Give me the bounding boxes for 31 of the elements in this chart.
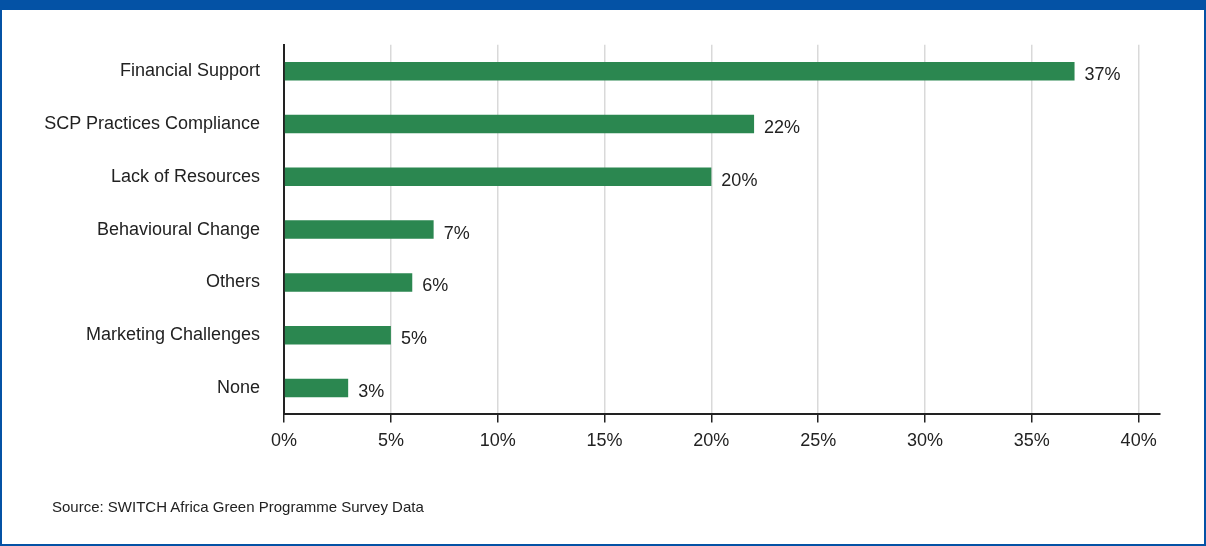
data-label: 7% [443, 222, 470, 243]
x-tick-label: 15% [586, 430, 623, 451]
x-tick-label: 35% [1013, 430, 1050, 451]
y-tick-label: None [217, 376, 261, 397]
x-tick-label: 20% [693, 430, 730, 451]
bar [284, 273, 413, 292]
x-tick-label: 10% [479, 430, 516, 451]
bar [284, 378, 349, 398]
x-tick-label: 40% [1120, 430, 1157, 451]
bar [284, 167, 712, 187]
y-tick-label: Lack of Resources [111, 165, 261, 186]
x-tick-label: 5% [377, 430, 404, 451]
bar [284, 325, 391, 345]
data-label: 37% [1084, 64, 1121, 85]
bar [284, 61, 1075, 81]
y-tick-label: Marketing Challenges [85, 324, 261, 345]
y-tick-label: Others [206, 271, 261, 292]
data-label: 6% [422, 275, 449, 296]
y-tick-label: Financial Support [119, 60, 261, 81]
y-tick-label: SCP Practices Compliance [44, 112, 261, 133]
data-label: 22% [764, 116, 801, 137]
x-tick-label: 0% [271, 430, 298, 451]
y-tick-label: Behavioural Change [96, 218, 261, 239]
data-label: 3% [358, 380, 385, 401]
bar [284, 220, 434, 239]
data-label: 5% [400, 328, 427, 349]
bar [284, 114, 755, 134]
x-tick-label: 30% [906, 430, 944, 451]
x-tick-label: 25% [800, 430, 837, 451]
data-label: 20% [721, 169, 758, 190]
source-note: Source: SWITCH Africa Green Programme Survey Data [52, 498, 424, 515]
